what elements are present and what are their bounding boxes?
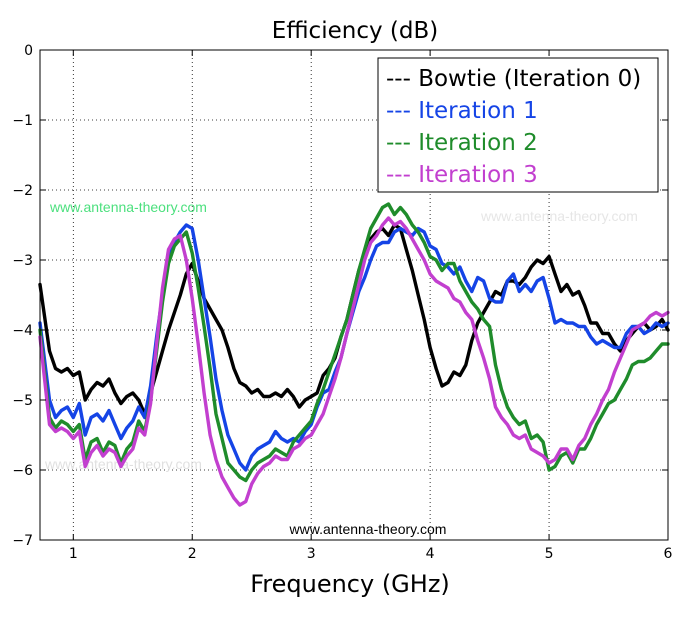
x-tick-label: 4 — [426, 546, 435, 562]
legend-entry-iteration-3: --- Iteration 3 — [386, 162, 538, 188]
x-tick-label: 2 — [188, 546, 197, 562]
series-lines — [38, 202, 670, 507]
x-tick-label: 3 — [307, 546, 316, 562]
plot-frame — [39, 49, 669, 541]
x-tick-label: 1 — [69, 546, 78, 562]
chart-title: Efficiency (dB) — [272, 18, 438, 44]
y-tick-label: −7 — [12, 533, 33, 549]
watermark-text: www.antenna-theory.com — [49, 199, 207, 215]
x-tick-label: 5 — [545, 546, 554, 562]
axis-ticks: 1 2 3 4 5 6 0 −1 −2 −3 −4 −5 −6 −7 — [12, 43, 672, 562]
y-tick-label: −5 — [12, 393, 33, 409]
grid-lines — [40, 49, 669, 541]
y-tick-label: −1 — [12, 113, 33, 129]
y-tick-label: −6 — [12, 463, 33, 479]
legend-entry-iteration-1: --- Iteration 1 — [386, 98, 538, 124]
watermark-text: www.antenna-theory.com — [480, 208, 638, 224]
y-tick-label: −3 — [12, 253, 33, 269]
legend-entry-bowtie: --- Bowtie (Iteration 0) — [386, 66, 641, 92]
legend-entry-iteration-2: --- Iteration 2 — [386, 130, 538, 156]
y-tick-label: −2 — [12, 183, 33, 199]
legend-box — [377, 57, 659, 193]
x-axis-label: Frequency (GHz) — [250, 570, 450, 598]
watermark-text: www.antenna-theory.com — [289, 521, 447, 537]
series-line-iteration-3 — [38, 216, 670, 507]
y-tick-label: 0 — [24, 43, 33, 59]
y-tick-label: −4 — [12, 323, 33, 339]
x-tick-label: 6 — [664, 546, 673, 562]
legend: --- Bowtie (Iteration 0) --- Iteration 1 -… — [377, 57, 659, 193]
